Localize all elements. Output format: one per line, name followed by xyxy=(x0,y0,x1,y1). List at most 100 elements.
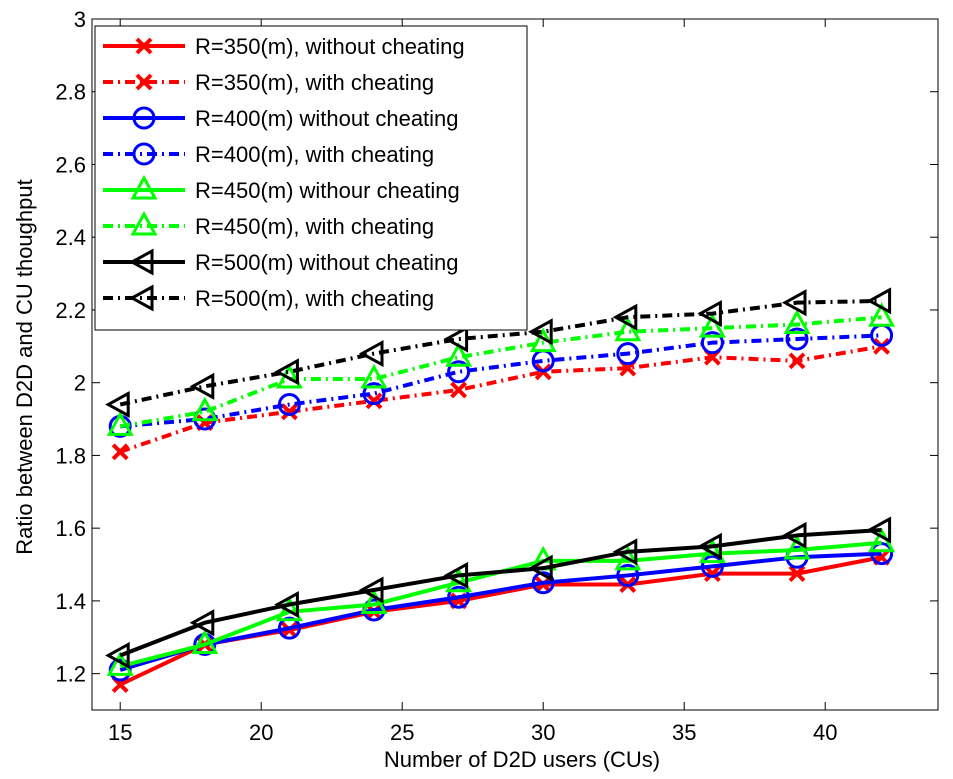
x-tick-label: 20 xyxy=(249,720,273,745)
marker-stroke xyxy=(450,381,468,399)
series-6 xyxy=(106,302,896,436)
y-tick-label: 2.8 xyxy=(55,80,86,105)
series-line xyxy=(119,551,882,672)
series-line xyxy=(120,333,882,429)
legend-item: R=500(m) without cheating xyxy=(103,248,459,276)
legend-label: R=500(m), with cheating xyxy=(195,286,434,311)
legend-item: R=450(m), with cheating xyxy=(103,210,434,239)
x-tick-label: 40 xyxy=(813,720,837,745)
data-point xyxy=(277,616,301,640)
data-point xyxy=(783,309,811,334)
legend-marker xyxy=(128,248,154,276)
data-point xyxy=(616,563,640,587)
data-point xyxy=(447,585,471,609)
marker-stroke xyxy=(365,392,383,410)
data-point xyxy=(783,534,811,560)
plot-area xyxy=(105,287,896,693)
series-line xyxy=(119,315,882,429)
y-tick-label: 1.8 xyxy=(55,443,86,468)
data-point xyxy=(781,289,807,317)
marker-stroke xyxy=(111,443,129,461)
data-point xyxy=(360,363,388,389)
data-point xyxy=(703,565,721,583)
y-tick-label: 3 xyxy=(74,7,86,32)
x-axis-label: Number of D2D users (CUs) xyxy=(384,747,660,772)
x-tick-label: 30 xyxy=(531,720,555,745)
legend-box xyxy=(94,25,528,331)
series-line xyxy=(119,527,882,658)
legend-label: R=500(m) without cheating xyxy=(195,250,459,275)
y-tick-label: 2 xyxy=(74,371,86,396)
data-point xyxy=(443,325,469,353)
data-point xyxy=(698,313,726,338)
legend-marker xyxy=(128,284,154,312)
legend-label: R=400(m) without cheating xyxy=(195,106,459,131)
legend-marker xyxy=(130,174,158,200)
data-point xyxy=(443,561,469,589)
legend-item: R=500(m), with cheating xyxy=(103,284,434,312)
data-point xyxy=(788,352,806,370)
data-point xyxy=(191,629,219,655)
y-tick-label: 1.2 xyxy=(55,662,86,687)
data-point xyxy=(280,403,298,421)
marker-stroke xyxy=(135,37,153,55)
series-line xyxy=(119,344,882,454)
y-tick-label: 2.4 xyxy=(55,225,86,250)
data-point xyxy=(531,571,555,595)
series-8 xyxy=(105,287,892,419)
legend-item: R=400(m) without cheating xyxy=(103,106,459,131)
legend-marker xyxy=(135,37,153,55)
legend-label: R=400(m), with cheating xyxy=(195,142,434,167)
x-tick-label: 15 xyxy=(108,720,132,745)
x-tick-label: 25 xyxy=(390,720,414,745)
data-point xyxy=(274,590,299,619)
data-point xyxy=(612,538,638,566)
data-point xyxy=(191,396,219,422)
legend: R=350(m), without cheating R=350(m), with… xyxy=(94,25,528,331)
legend-label: R=350(m), with cheating xyxy=(195,70,434,95)
data-point xyxy=(700,554,724,578)
data-point xyxy=(189,372,215,400)
axes-frame xyxy=(91,18,939,711)
data-point xyxy=(785,327,809,351)
x-tick-label: 35 xyxy=(672,720,696,745)
data-point xyxy=(616,342,640,366)
data-point xyxy=(105,641,130,669)
legend-marker xyxy=(135,73,153,91)
legend-item: R=400(m), with cheating xyxy=(103,142,434,167)
legend-marker xyxy=(132,106,156,130)
data-point xyxy=(111,443,129,461)
data-point xyxy=(781,521,807,549)
data-point xyxy=(277,393,301,417)
data-point xyxy=(697,532,722,560)
data-point xyxy=(105,390,130,419)
y-tick-label: 1.4 xyxy=(55,589,86,614)
axes: 15 20 25 30 35 40 1.2 1.4 1.6 1.8 2 2.2 2.4 2.6 2.8 3 xyxy=(55,7,939,745)
legend-item: R=350(m), with cheating xyxy=(103,70,434,95)
data-point xyxy=(358,340,384,368)
data-point xyxy=(360,589,388,615)
data-point xyxy=(528,554,553,582)
data-point xyxy=(528,318,553,346)
legend-label: R=450(m), with cheating xyxy=(195,214,434,239)
data-point xyxy=(612,303,638,331)
data-point xyxy=(189,609,215,637)
marker-stroke xyxy=(135,73,153,91)
data-point xyxy=(700,331,724,355)
data-point xyxy=(445,342,473,367)
data-point xyxy=(106,411,134,436)
series-7 xyxy=(105,516,892,669)
legend-item: R=350(m), without cheating xyxy=(103,34,465,59)
data-point xyxy=(866,287,892,315)
legend-label: R=350(m), without cheating xyxy=(195,34,465,59)
data-point xyxy=(788,565,806,583)
data-point xyxy=(450,381,468,399)
marker-stroke xyxy=(703,565,721,583)
data-point xyxy=(866,516,892,544)
data-point xyxy=(274,358,299,386)
data-point xyxy=(697,300,722,328)
data-point xyxy=(614,545,642,571)
data-point xyxy=(614,316,642,342)
marker-stroke xyxy=(280,403,298,421)
